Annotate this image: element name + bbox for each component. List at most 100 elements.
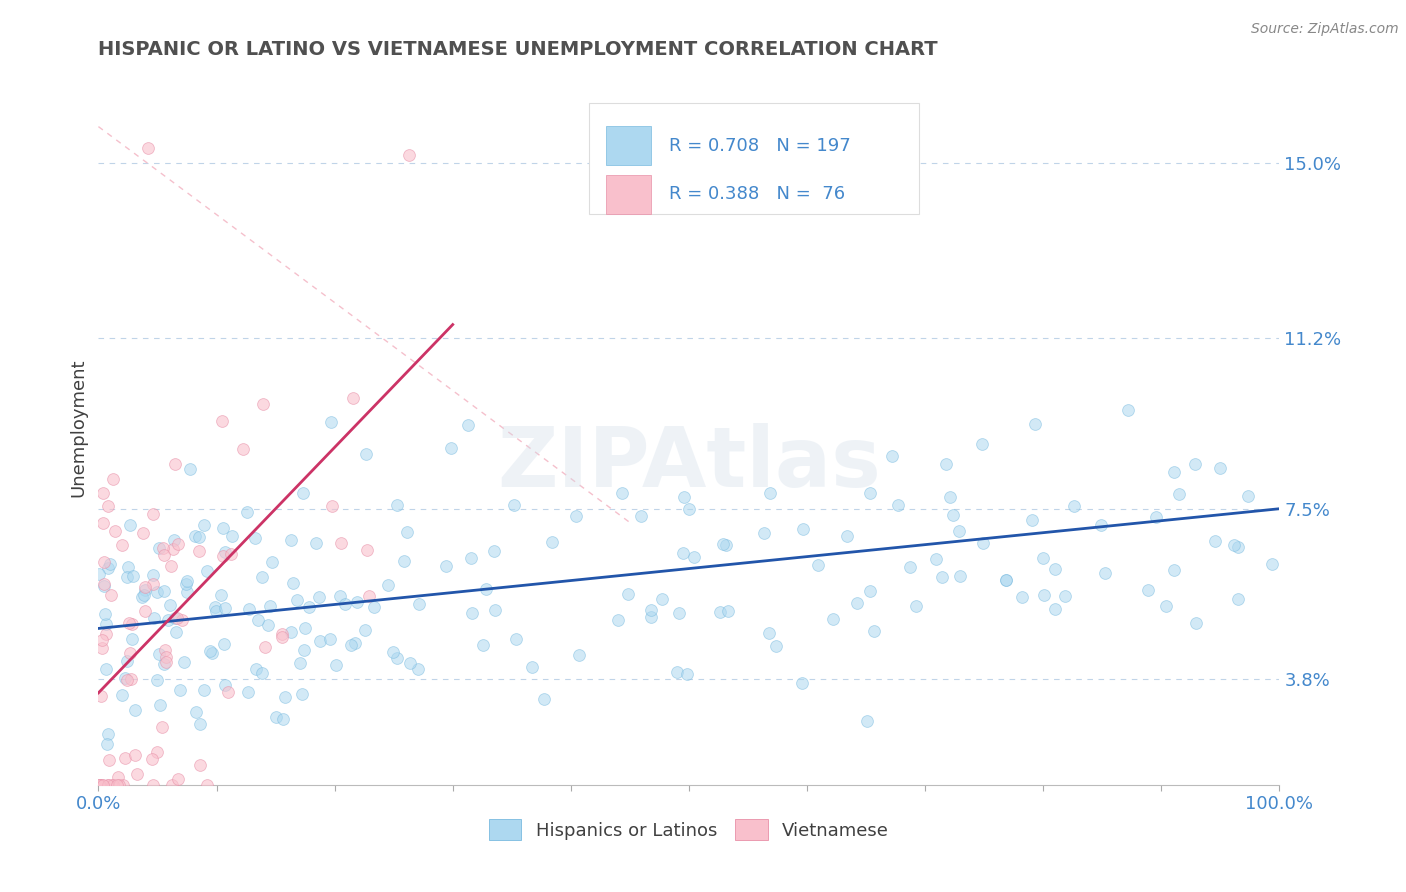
Point [856, 714, 879, 728]
Point [995, 573, 1018, 587]
Point [568, 648, 591, 662]
Point [157, 613, 180, 627]
Point [150, 720, 173, 734]
Point [91, 633, 114, 648]
Point [146, 585, 169, 599]
Point [260, 555, 283, 569]
Point [1226, 540, 1249, 554]
Point [153, 643, 176, 657]
Point [354, 623, 377, 637]
Point [257, 617, 280, 632]
Point [385, 498, 408, 512]
Point [1032, 588, 1054, 602]
Point [98, 753, 121, 767]
Point [1184, 457, 1206, 471]
Point [97, 500, 120, 514]
Point [101, 778, 124, 792]
Point [942, 508, 965, 523]
Point [172, 614, 194, 628]
Point [120, 518, 142, 533]
Point [505, 632, 527, 646]
Point [859, 486, 882, 500]
Point [399, 656, 422, 670]
Point [1094, 566, 1116, 581]
Point [97, 778, 120, 792]
FancyBboxPatch shape [589, 103, 920, 214]
Point [280, 533, 302, 547]
Point [142, 577, 165, 591]
Point [91, 778, 114, 792]
Point [346, 595, 368, 609]
Point [1136, 582, 1159, 597]
Point [112, 778, 135, 792]
Point [89, 778, 111, 792]
Point [668, 606, 690, 620]
Point [217, 685, 239, 699]
Point [142, 568, 165, 582]
Point [93, 578, 115, 592]
Point [377, 578, 399, 592]
Point [354, 447, 377, 461]
Point [134, 604, 156, 618]
Point [294, 621, 316, 635]
Point [717, 604, 740, 618]
Point [363, 600, 385, 615]
Point [807, 558, 830, 572]
Point [87, 778, 110, 792]
Point [114, 671, 136, 685]
Point [212, 637, 235, 651]
Point [163, 458, 186, 472]
Point [93, 555, 115, 569]
Point [236, 505, 259, 519]
Point [308, 590, 330, 604]
Point [385, 651, 408, 665]
Point [188, 530, 211, 544]
Point [198, 644, 221, 658]
Point [522, 660, 544, 674]
Point [340, 638, 363, 652]
Point [167, 537, 190, 551]
Point [709, 605, 731, 619]
Point [398, 148, 420, 162]
Point [1222, 538, 1244, 552]
Point [408, 598, 430, 612]
Point [121, 632, 143, 647]
Point [1011, 590, 1033, 604]
Point [204, 599, 226, 614]
Point [91, 778, 114, 792]
Text: ZIPAtlas: ZIPAtlas [496, 424, 882, 504]
Point [714, 537, 737, 551]
Point [193, 518, 215, 533]
Point [304, 535, 326, 549]
Point [214, 678, 236, 692]
Point [104, 524, 127, 538]
Y-axis label: Unemployment: Unemployment [69, 359, 87, 498]
Point [1209, 460, 1232, 475]
Point [111, 538, 134, 552]
Point [219, 547, 242, 561]
Point [252, 666, 274, 681]
Point [124, 747, 146, 762]
Point [94, 626, 117, 640]
Point [821, 612, 844, 626]
Point [939, 490, 962, 504]
Point [765, 639, 787, 653]
Point [184, 705, 207, 719]
Point [188, 758, 211, 772]
Point [309, 634, 332, 648]
Text: HISPANIC OR LATINO VS VIETNAMESE UNEMPLOYMENT CORRELATION CHART: HISPANIC OR LATINO VS VIETNAMESE UNEMPLO… [98, 39, 938, 59]
Point [298, 599, 321, 614]
Point [131, 590, 153, 604]
Point [461, 607, 484, 621]
Point [93, 516, 115, 531]
Point [163, 611, 186, 625]
Point [124, 703, 146, 717]
Point [343, 636, 366, 650]
Point [900, 560, 922, 574]
Point [195, 778, 218, 792]
Point [243, 531, 266, 545]
Point [651, 591, 673, 606]
Point [101, 778, 124, 792]
Point [676, 667, 699, 681]
Point [837, 528, 859, 542]
